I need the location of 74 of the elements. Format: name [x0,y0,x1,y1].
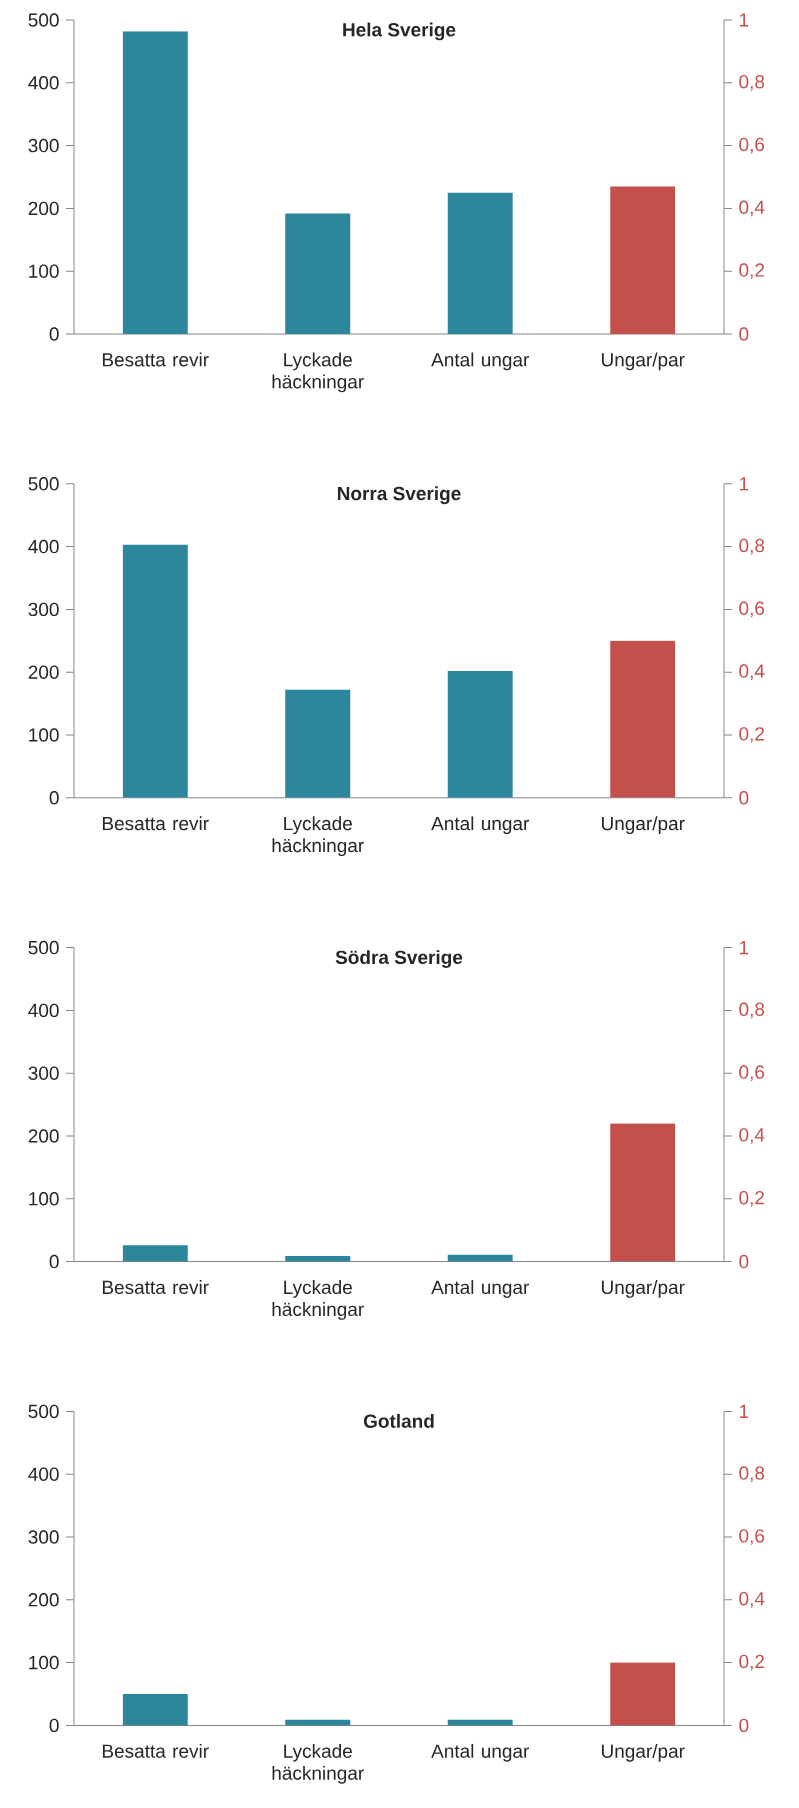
y2-tick-label: 0,2 [739,1654,764,1671]
y2-tick-label: 0,6 [739,137,765,154]
y2-tick-label: 0 [739,1254,749,1269]
x-tick-label: Ungar/par [601,1280,685,1298]
y2-tick-label: 0,6 [739,601,765,618]
bar [447,192,513,334]
y2-tick-label: 1 [739,941,749,955]
y-tick-label: 500 [28,940,59,955]
y2-tick-label: 0,2 [739,1190,764,1207]
y2-tick-label: 0 [739,791,749,805]
chart-title: Hela Sverige [343,22,456,41]
y-tick-label: 200 [28,1593,59,1607]
y2-tick-label: 1 [739,13,749,27]
y2-tick-label: 0,6 [739,1065,765,1082]
y2-tick-label: 0,4 [739,200,765,217]
y2-tick-label: 0,4 [739,664,765,681]
x-tick-label: Lyckade häckningar [272,816,364,857]
chart-title: Södra Sverige [335,950,463,968]
y-tick-label: 400 [28,1467,59,1481]
y-tick-label: 0 [49,327,59,341]
y-tick-label: 400 [28,76,59,90]
y2-tick-label: 0,2 [739,727,764,743]
x-tick-label: Besatta revir [102,1743,209,1758]
y2-tick-label: 0,6 [739,1529,765,1545]
y-tick-label: 500 [28,477,59,491]
y-tick-label: 0 [49,791,59,805]
y-tick-label: 300 [28,138,59,153]
y-tick-label: 200 [28,665,59,679]
y2-tick-label: 0,2 [739,263,764,280]
x-tick-label: Ungar/par [601,352,685,371]
x-tick-label: Besatta revir [102,1280,209,1295]
y-tick-label: 300 [28,602,59,617]
y2-tick-label: 1 [739,1404,749,1418]
x-tick-label: Antal ungar [431,1743,530,1762]
bar [447,670,513,798]
y-tick-label: 300 [28,1530,59,1544]
bar [122,31,188,334]
chart-title: Norra Sverige [337,486,461,505]
y2-tick-label: 1 [739,477,749,491]
y-tick-label: 100 [29,264,59,278]
y-tick-label: 100 [29,728,59,742]
y-tick-label: 0 [49,1254,59,1269]
chart-title: Gotland [363,1413,434,1428]
y2-tick-label: 0,4 [739,1591,765,1608]
y-tick-label: 500 [28,1404,59,1419]
y-tick-label: 200 [28,201,59,216]
x-tick-label: Lyckade häckningar [272,352,364,393]
x-tick-label: Besatta revir [102,816,209,831]
y2-tick-label: 0,8 [739,1466,765,1483]
y-tick-label: 100 [29,1192,59,1206]
y-tick-label: 200 [28,1129,59,1143]
bar [285,213,351,334]
bar [122,544,188,798]
x-tick-label: Lyckade häckningar [272,1280,364,1320]
x-tick-label: Ungar/par [601,1743,685,1762]
y2-tick-label: 0,8 [739,1002,765,1019]
x-tick-label: Besatta revir [102,352,209,367]
y2-tick-label: 0 [739,327,749,341]
y2-tick-label: 0,8 [739,538,765,555]
y-tick-label: 400 [28,539,59,554]
y2-tick-label: 0 [739,1718,749,1733]
x-tick-label: Lyckade häckningar [272,1743,364,1784]
x-tick-label: Antal ungar [431,816,530,835]
y-tick-label: 0 [49,1718,59,1733]
y2-tick-label: 0,8 [739,74,765,91]
y-tick-label: 400 [28,1003,59,1018]
y-tick-label: 500 [28,13,59,27]
x-tick-label: Antal ungar [431,352,530,371]
bar [285,689,351,798]
y2-tick-label: 0,4 [739,1128,765,1144]
x-tick-label: Ungar/par [601,816,685,835]
y-tick-label: 300 [28,1066,59,1080]
x-tick-label: Antal ungar [431,1280,530,1298]
y-tick-label: 100 [29,1655,59,1670]
